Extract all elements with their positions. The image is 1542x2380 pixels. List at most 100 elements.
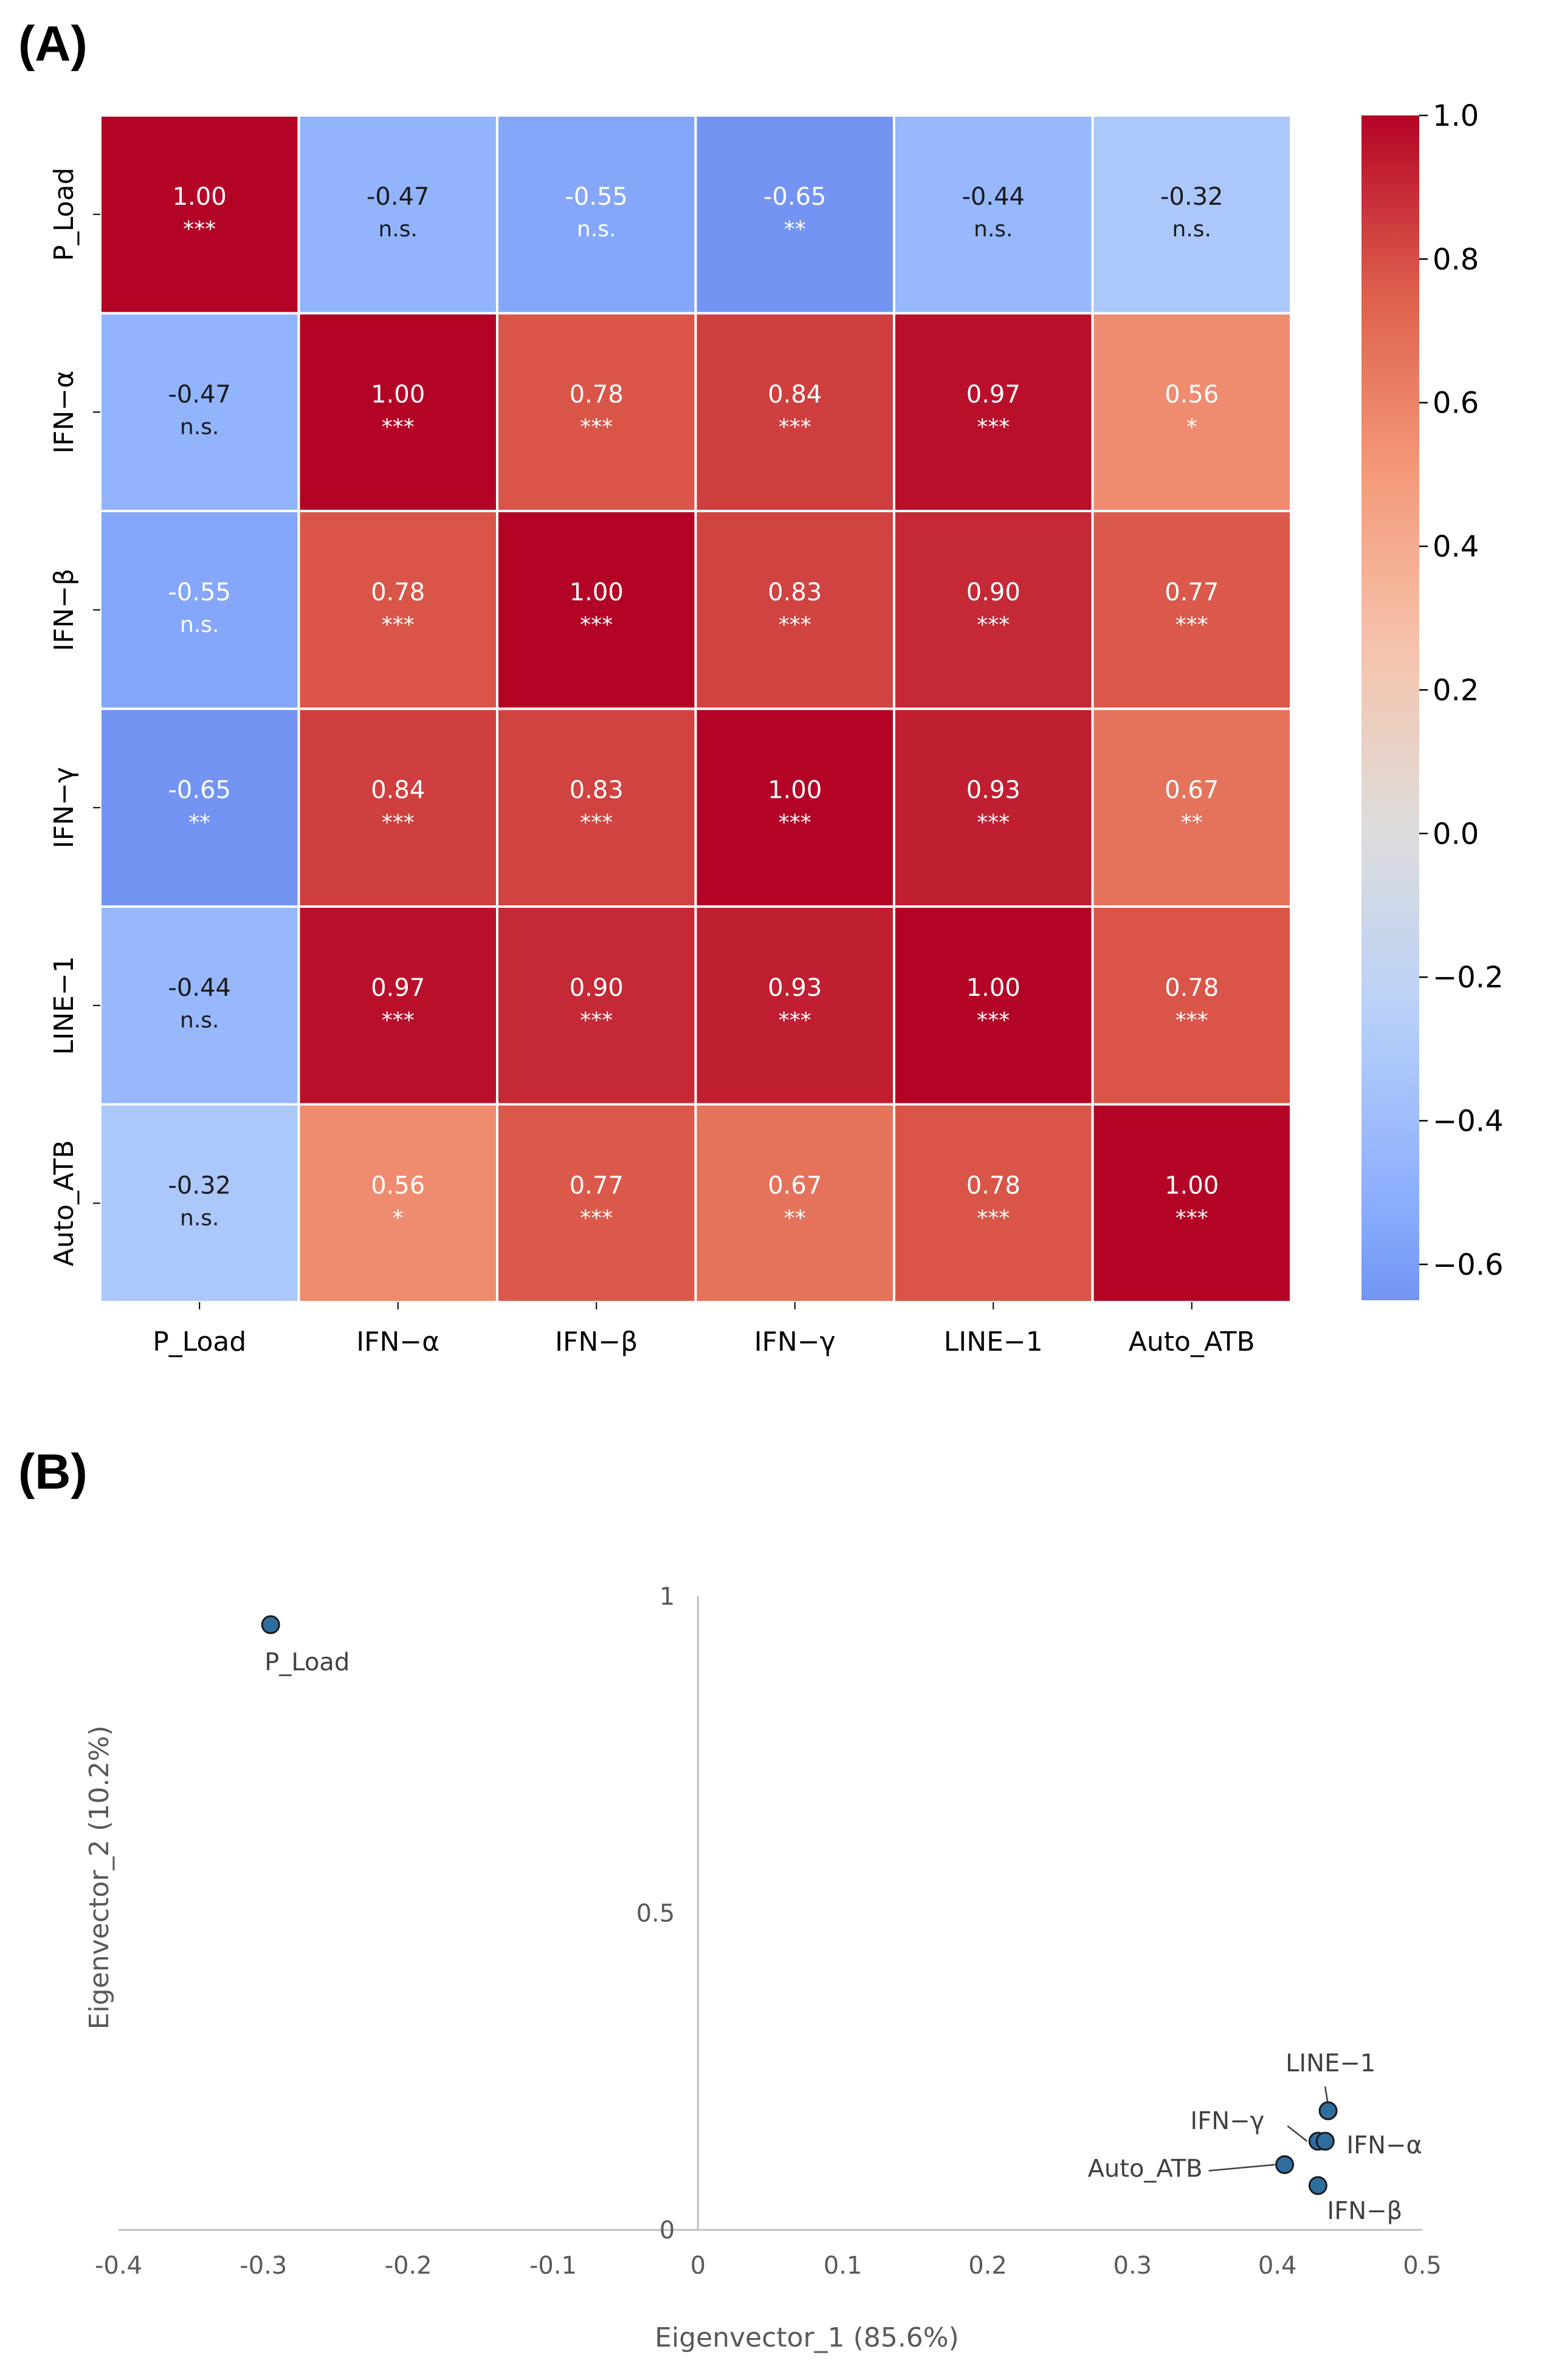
heatmap-value-2-5: 0.77: [1165, 578, 1219, 606]
heatmap-value-5-3: 0.67: [768, 1171, 822, 1199]
pca-point-label-p-load: P_Load: [264, 1648, 349, 1676]
heatmap-xlabel-ifn: IFN−β: [555, 1326, 638, 1357]
heatmap-cell-5-0: [99, 1103, 300, 1303]
heatmap-significance-0-1: n.s.: [379, 217, 418, 242]
heatmap-cell-4-4: [893, 905, 1094, 1106]
heatmap-significance-5-0: n.s.: [180, 1205, 219, 1230]
heatmap-ylabel-ifn: IFN−γ: [49, 767, 80, 848]
pca-point-label-ifn: IFN−α: [1346, 2131, 1422, 2159]
pca-xtick-label-4: 0: [690, 2252, 706, 2280]
heatmap-xlabel-p-load: P_Load: [153, 1326, 246, 1357]
heatmap-ylabel-ifn: IFN−α: [49, 371, 80, 454]
heatmap-significance-2-1: ***: [382, 612, 415, 637]
heatmap-xlabel-ifn: IFN−α: [356, 1326, 439, 1357]
heatmap-value-1-4: 0.97: [966, 380, 1021, 408]
heatmap-significance-3-1: ***: [382, 810, 415, 835]
heatmap-cell-0-0: [99, 114, 300, 315]
heatmap-value-1-0: -0.47: [168, 380, 232, 408]
heatmap-significance-4-1: ***: [382, 1008, 415, 1033]
heatmap-value-0-5: -0.32: [1160, 183, 1224, 211]
heatmap-value-5-5: 1.00: [1165, 1171, 1219, 1199]
pca-leader-auto-atb: [1208, 2164, 1275, 2172]
pca-point-ifn: [1308, 2176, 1327, 2195]
heatmap-value-4-3: 0.93: [768, 974, 822, 1002]
heatmap-cell-4-1: [297, 905, 498, 1106]
colorbar-bar: [1361, 115, 1419, 1300]
heatmap-significance-5-2: ***: [580, 1205, 613, 1230]
heatmap-cell-5-3: [694, 1103, 895, 1303]
heatmap-cell-3-0: [99, 707, 300, 908]
heatmap-xlabel-ifn: IFN−γ: [754, 1326, 836, 1357]
heatmap-cell-3-4: [893, 707, 1094, 908]
heatmap-significance-5-3: **: [784, 1205, 806, 1230]
heatmap-significance-2-0: n.s.: [180, 612, 219, 637]
heatmap-significance-0-5: n.s.: [1172, 217, 1211, 242]
heatmap-value-1-5: 0.56: [1165, 380, 1219, 408]
heatmap-cell-2-4: [893, 510, 1094, 710]
heatmap-significance-2-2: ***: [580, 612, 613, 637]
heatmap-value-0-0: 1.00: [173, 183, 227, 211]
pca-xtick-label-2: -0.2: [385, 2252, 432, 2280]
heatmap-cell-5-2: [496, 1103, 697, 1303]
heatmap-significance-4-5: ***: [1175, 1008, 1208, 1033]
heatmap-cell-4-0: [99, 905, 300, 1106]
heatmap-cell-5-4: [893, 1103, 1094, 1303]
pca-point-ifn: [1315, 2131, 1335, 2151]
heatmap-cell-1-4: [893, 312, 1094, 512]
heatmap-value-5-0: -0.32: [168, 1171, 232, 1199]
pca-ytick-label-0: 0: [659, 2217, 675, 2245]
pca-xtick-label-5: 0.1: [824, 2252, 862, 2280]
heatmap-value-3-2: 0.83: [570, 776, 624, 804]
heatmap-value-2-1: 0.78: [371, 578, 425, 606]
pca-point-label-ifn: IFN−β: [1327, 2197, 1402, 2225]
heatmap-value-4-4: 1.00: [966, 974, 1021, 1002]
heatmap-significance-4-3: ***: [779, 1008, 811, 1033]
heatmap-value-0-1: -0.47: [367, 183, 430, 211]
heatmap-cell-5-5: [1091, 1103, 1292, 1303]
heatmap-significance-1-3: ***: [779, 414, 811, 439]
heatmap-value-0-3: -0.65: [763, 183, 827, 211]
pca-point-auto-atb: [1275, 2155, 1295, 2175]
pca-y-axis-label: Eigenvector_2 (10.2%): [84, 1726, 115, 2030]
heatmap-value-3-5: 0.67: [1165, 776, 1219, 804]
heatmap-value-5-2: 0.77: [570, 1171, 624, 1199]
heatmap-value-2-4: 0.90: [966, 578, 1021, 606]
heatmap-significance-1-4: ***: [977, 414, 1010, 439]
pca-xtick-label-8: 0.4: [1258, 2252, 1297, 2280]
heatmap-cell-4-2: [496, 905, 697, 1106]
heatmap-significance-0-3: **: [784, 217, 806, 242]
heatmap-value-3-1: 0.84: [371, 776, 425, 804]
pca-xtick-label-3: -0.1: [529, 2252, 577, 2280]
heatmap-value-2-0: -0.55: [168, 578, 232, 606]
heatmap-significance-3-5: **: [1181, 810, 1203, 835]
heatmap-cell-0-3: [694, 114, 895, 315]
pca-point-label-line-1: LINE−1: [1286, 2049, 1375, 2077]
heatmap-significance-1-2: ***: [580, 414, 613, 439]
pca-point-line-1: [1318, 2101, 1338, 2121]
heatmap-value-5-1: 0.56: [371, 1171, 425, 1199]
pca-loading-plot: -0.4 -0.3 -0.2 -0.1 0 0.1 0.2 0.3 0.4 0.5 0 0.5 1 Eig…: [84, 1583, 1442, 2353]
heatmap-significance-3-2: ***: [580, 810, 613, 835]
colorbar-tick-label-4: 0.2: [1433, 673, 1479, 707]
heatmap-cell-4-3: [694, 905, 895, 1106]
correlation-heatmap: 1.00***-0.47n.s.-0.55n.s.-0.65**-0.44n.s…: [49, 114, 1292, 1357]
heatmap-significance-3-4: ***: [977, 810, 1010, 835]
heatmap-significance-5-4: ***: [977, 1205, 1010, 1230]
heatmap-significance-1-0: n.s.: [180, 414, 219, 439]
heatmap-cell-5-1: [297, 1103, 498, 1303]
heatmap-cell-0-4: [893, 114, 1094, 315]
heatmap-significance-0-0: ***: [183, 217, 216, 242]
heatmap-xlabel-line-1: LINE−1: [944, 1326, 1043, 1357]
heatmap-ylabel-ifn: IFN−β: [49, 569, 80, 651]
panel-b-label: (B): [18, 1444, 88, 1500]
heatmap-value-3-3: 1.00: [768, 776, 822, 804]
heatmap-cell-3-2: [496, 707, 697, 908]
heatmap-significance-2-3: ***: [779, 612, 811, 637]
colorbar-tick-label-5: 0.0: [1433, 817, 1479, 851]
heatmap-significance-5-1: *: [393, 1205, 404, 1230]
pca-leader-ifn: [1287, 2125, 1308, 2142]
panel-a-label: (A): [18, 16, 88, 72]
heatmap-cell-1-2: [496, 312, 697, 512]
heatmap-cell-1-0: [99, 312, 300, 512]
